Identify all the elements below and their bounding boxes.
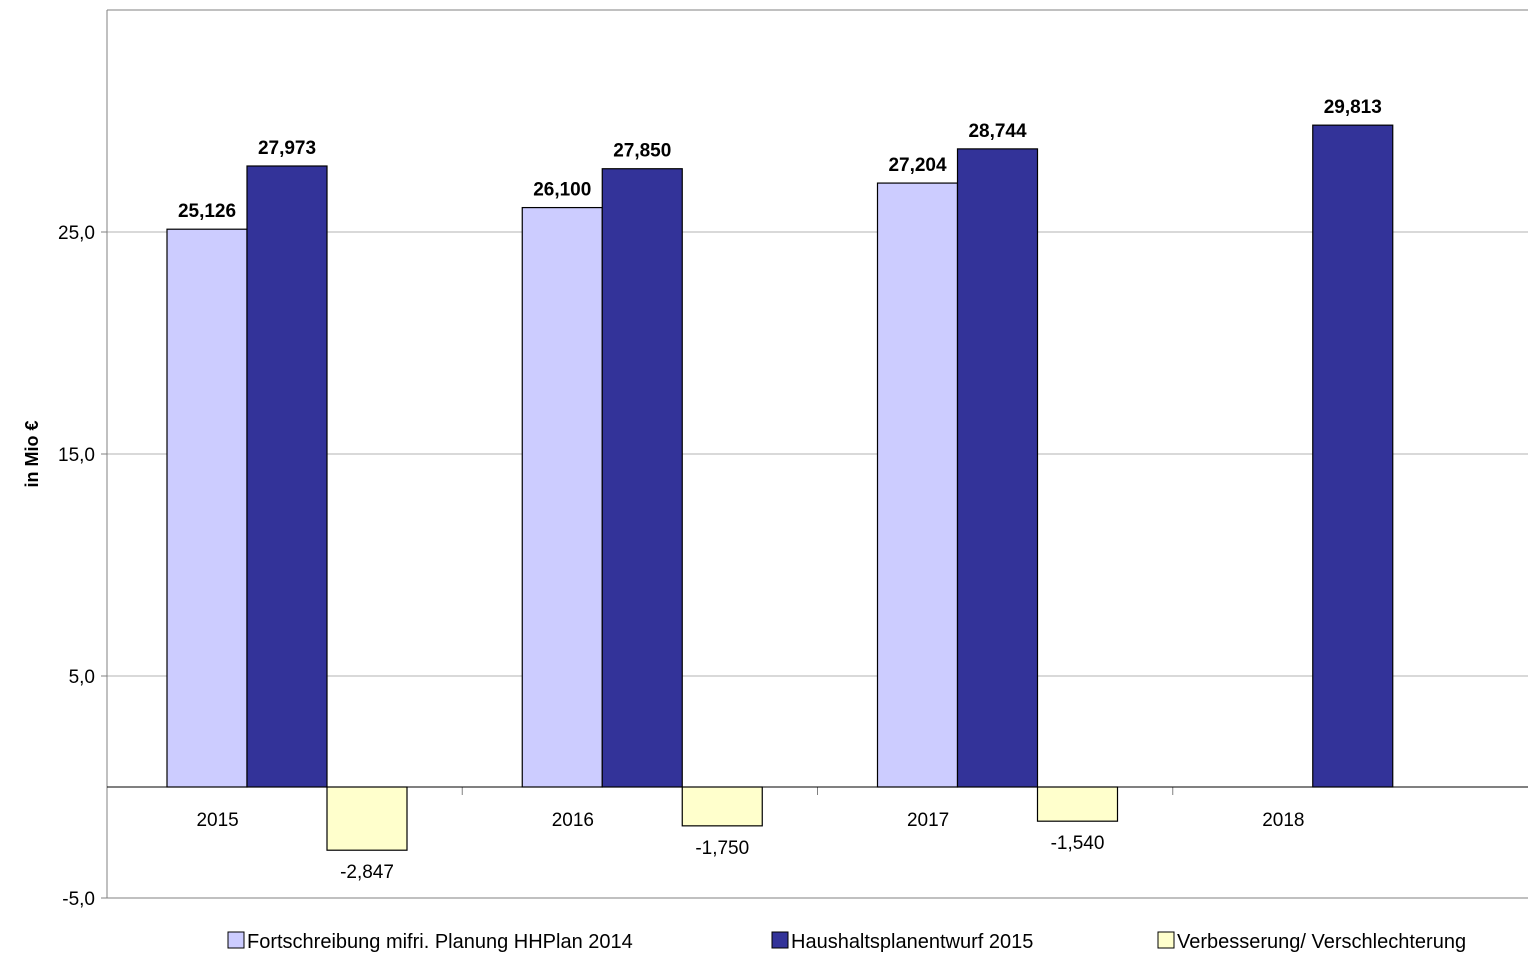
x-tick-label: 2016 xyxy=(552,810,594,831)
bar xyxy=(601,168,683,788)
y-tick-label: -5,0 xyxy=(62,889,95,910)
legend-label: Haushaltsplanentwurf 2015 xyxy=(791,931,1033,953)
data-label: 27,204 xyxy=(888,155,947,176)
legend-swatch xyxy=(771,931,789,949)
x-tick-label: 2017 xyxy=(907,810,949,831)
legend: Fortschreibung mifri. Planung HHPlan 201… xyxy=(227,931,1466,953)
y-tick-label: 15,0 xyxy=(58,445,95,466)
data-label: 29,813 xyxy=(1324,97,1382,118)
bar xyxy=(1036,786,1119,822)
y-tick-label: 5,0 xyxy=(69,667,95,688)
bar xyxy=(521,206,603,788)
data-label: 28,744 xyxy=(968,121,1027,142)
legend-swatch xyxy=(1157,931,1175,949)
axes: -5,0 5,0 15,0 25,0 2015 2016 2017 2018 in Mio € xyxy=(22,9,1528,910)
bar xyxy=(246,165,328,788)
bars xyxy=(166,124,1394,851)
legend-label: Fortschreibung mifri. Planung HHPlan 201… xyxy=(247,931,633,953)
legend-label: Verbesserung/ Verschlechterung xyxy=(1177,931,1466,953)
data-labels: 25,126 26,100 27,204 27,973 27,850 28,744 29,8… xyxy=(178,97,1382,883)
x-tick-label: 2015 xyxy=(196,810,238,831)
data-label: -2,847 xyxy=(340,862,394,883)
bar xyxy=(1312,124,1394,788)
data-label: 27,850 xyxy=(613,141,671,162)
bar xyxy=(876,182,959,788)
legend-swatch xyxy=(227,931,245,949)
data-label: 25,126 xyxy=(178,201,236,222)
bar xyxy=(166,228,248,788)
y-tick-label: 25,0 xyxy=(58,223,95,244)
x-tick-label: 2018 xyxy=(1262,810,1304,831)
y-axis-title: in Mio € xyxy=(22,421,42,488)
data-label: 26,100 xyxy=(533,180,591,201)
bar xyxy=(956,148,1039,788)
data-label: -1,750 xyxy=(695,838,749,859)
bar xyxy=(681,786,763,827)
bar xyxy=(326,786,408,851)
data-label: -1,540 xyxy=(1051,833,1105,854)
data-label: 27,973 xyxy=(258,138,316,159)
